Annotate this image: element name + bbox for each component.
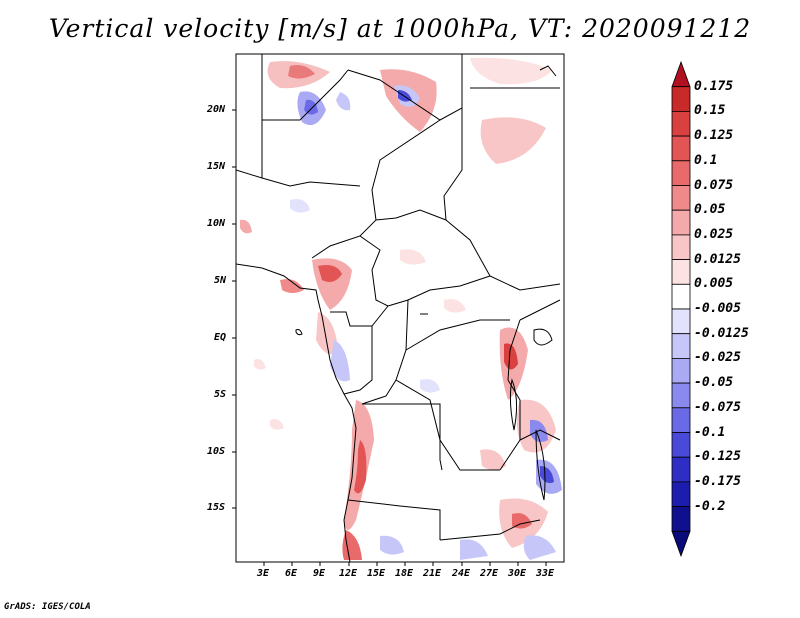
colorbar-label: -0.0125 [694,325,749,341]
colorbar-label: -0.075 [694,399,741,415]
lat-tick-label: 20N [207,104,226,115]
lon-tick-label: 30E [508,568,527,579]
colorbar-swatch [671,357,691,384]
lat-tick-label: 10S [207,446,226,457]
axis-ticks [232,109,547,566]
lat-tick-label: 5N [214,275,227,286]
colorbar-swatch [671,209,691,236]
lat-tick-label: 10N [207,218,226,229]
colorbar-label: -0.2 [694,498,726,514]
colorbar-label: -0.175 [694,473,741,489]
colorbar [671,60,691,558]
colorbar-label: -0.005 [694,301,741,316]
lon-tick-label: 15E [367,568,386,579]
map-frame [235,53,565,563]
lon-tick-label: 18E [395,568,414,579]
colorbar-swatch [671,259,691,285]
colorbar-label: -0.125 [694,449,741,465]
colorbar-swatch [671,407,691,433]
lat-tick-label: 15S [207,502,226,513]
colorbar-swatch [671,506,691,532]
colorbar-swatch [671,60,691,88]
colorbar-label: 0.0125 [694,251,741,267]
lon-tick-label: 6E [285,568,298,579]
colorbar-swatch [671,333,691,359]
coastlines-borders [236,54,561,562]
colorbar-label: -0.025 [694,350,741,366]
colorbar-swatch [671,234,691,260]
shading-field [236,54,564,562]
colorbar-label: 0.15 [694,103,726,119]
colorbar-swatch [671,456,691,483]
colorbar-label: 0.125 [694,128,734,144]
colorbar-label: 0.005 [694,276,734,292]
lat-tick-label: 15N [207,161,226,172]
lat-tick-label: EQ [214,332,227,343]
colorbar-label: 0.175 [694,78,734,94]
lon-tick-label: 24E [452,568,471,579]
colorbar-swatch [671,185,691,211]
map-title: Vertical velocity [m/s] at 1000hPa, VT: … [48,14,752,43]
colorbar-label: 0.075 [694,177,734,193]
grads-credit: GrADS: IGES/COLA [4,602,91,612]
lat-tick-label: 5S [214,389,227,400]
lon-tick-label: 33E [536,568,555,579]
colorbar-label: 0.1 [694,152,718,168]
lon-tick-label: 3E [257,568,270,579]
colorbar-swatch [671,481,691,507]
colorbar-label: -0.05 [694,375,734,391]
lon-tick-label: 12E [339,568,358,579]
colorbar-swatch [671,382,691,409]
colorbar-swatch [671,135,691,162]
colorbar-swatch [671,308,691,335]
colorbar-swatch [671,86,691,112]
colorbar-swatch [671,160,691,186]
lon-tick-label: 21E [423,568,442,579]
colorbar-swatch [671,530,691,558]
lon-tick-label: 27E [480,568,499,579]
colorbar-label: 0.025 [694,226,734,242]
colorbar-swatch [671,432,691,458]
colorbar-label: 0.05 [694,202,726,218]
colorbar-swatch [671,111,691,137]
lon-tick-label: 9E [313,568,326,579]
colorbar-label: -0.1 [694,424,726,440]
colorbar-swatch [671,283,691,310]
